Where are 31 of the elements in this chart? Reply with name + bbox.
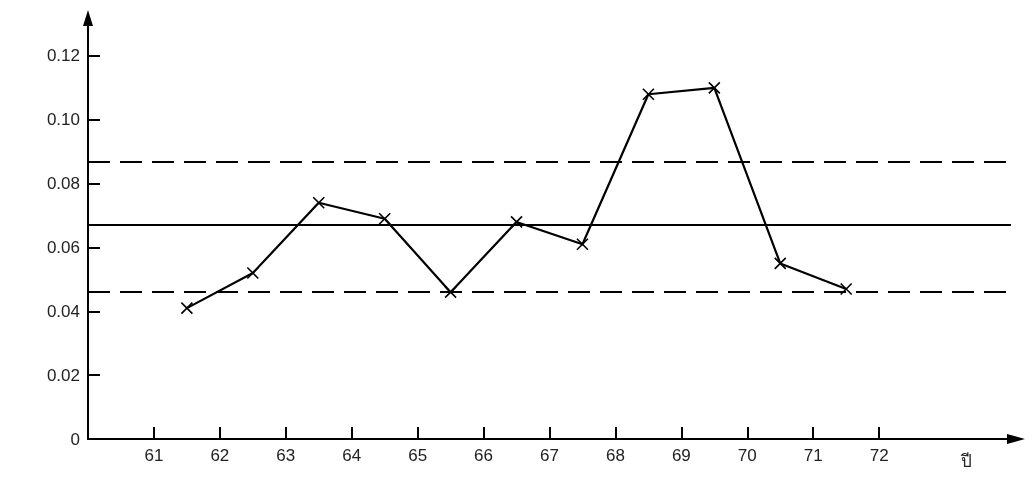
point [773, 257, 787, 270]
x-tick-label: 70 [737, 446, 757, 465]
point [576, 237, 589, 251]
x-tick-label: 61 [144, 446, 164, 465]
y-tick-label: 0.04 [46, 301, 80, 321]
point [312, 196, 326, 210]
y-tick-label: 0 [70, 429, 80, 449]
x-tick-label: 67 [540, 446, 559, 465]
point [510, 215, 523, 229]
y-tick-label: 0.12 [46, 46, 80, 66]
point [642, 87, 655, 101]
x-tick-label: 66 [474, 446, 494, 465]
x-tick-label: 64 [342, 446, 362, 465]
x-tick-label: 63 [276, 446, 296, 465]
y-tick-label: 0.10 [46, 110, 80, 130]
y-tick-label: 0.02 [46, 365, 80, 385]
y-tick-label: 0.08 [46, 174, 80, 194]
x-tick-label: 72 [869, 446, 889, 465]
point [246, 266, 260, 280]
x-tick-label: 62 [210, 446, 230, 465]
point [708, 81, 721, 95]
x-axis-title: ปี [960, 452, 972, 471]
y-tick-label: 0.06 [46, 237, 80, 257]
x-tick-label: 69 [671, 446, 691, 465]
point [378, 212, 391, 226]
x-tick-label: 71 [803, 446, 823, 465]
x-tick-label: 65 [408, 446, 428, 465]
point [180, 301, 194, 315]
point [444, 285, 457, 299]
point [839, 282, 853, 296]
x-tick-label: 68 [605, 446, 625, 465]
